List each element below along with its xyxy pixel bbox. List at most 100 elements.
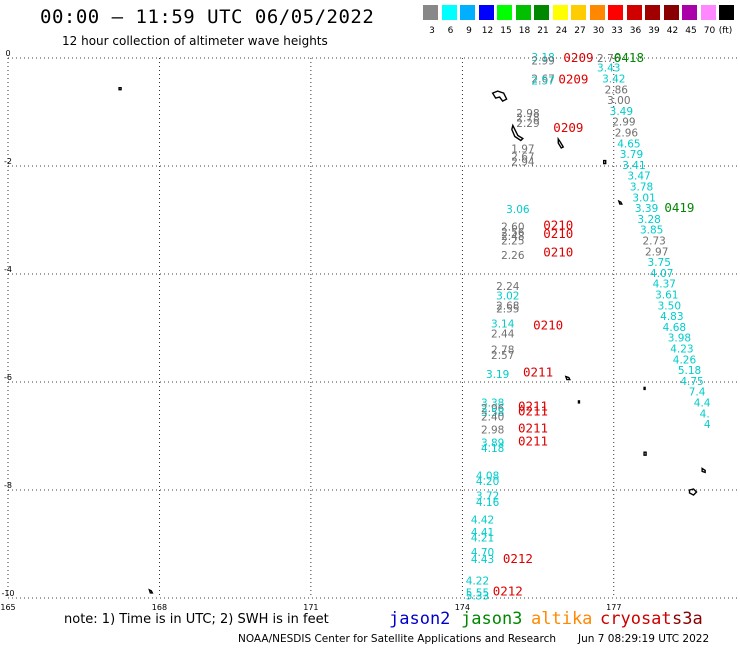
- wave-height-reading: 4.43: [471, 554, 494, 566]
- wave-height-reading: 2.67: [531, 74, 554, 86]
- wave-height-reading: 4.41: [471, 527, 494, 539]
- wave-height-reading: 4.: [700, 408, 710, 420]
- mission-jason3: jason3: [461, 609, 523, 629]
- pass-time-label: 0210: [543, 244, 573, 259]
- wave-height-reading: 2.97: [645, 246, 668, 258]
- wave-height-reading: 4.23: [670, 344, 693, 356]
- wave-height-reading: 2.73: [642, 236, 665, 248]
- wave-height-reading: 3.47: [627, 171, 650, 183]
- lon-tick-label: 171: [303, 603, 318, 612]
- pass-time-label: 0211: [518, 404, 548, 419]
- pass-time-label: 0212: [493, 584, 523, 599]
- pass-time-label: 0211: [518, 433, 548, 448]
- wave-height-reading: 7.4: [689, 387, 706, 399]
- credit-text: NOAA/NESDIS Center for Satellite Applica…: [238, 633, 556, 645]
- wave-height-reading: 3.72: [476, 490, 499, 502]
- legend-swatch: [645, 5, 660, 20]
- island-outline: [617, 199, 623, 205]
- pass-time-label: 0419: [664, 200, 694, 215]
- wave-height-reading: 3.19: [486, 369, 509, 381]
- mission-s3a: s3a: [672, 609, 703, 629]
- island-outline: [643, 451, 647, 456]
- wave-height-reading: 4.70: [471, 547, 494, 559]
- wave-height-reading: 2.76: [597, 53, 621, 65]
- wave-height-reading: 2.68: [496, 300, 519, 312]
- wave-height-reading: 4.26: [673, 354, 697, 366]
- wave-height-reading: 3.89: [481, 437, 504, 449]
- legend-label: 18: [518, 26, 531, 36]
- wave-height-reading: 3.49: [610, 106, 633, 118]
- wave-height-reading: 4.68: [663, 322, 686, 334]
- lat-tick-label: -4: [4, 265, 12, 274]
- legend-swatch: [534, 5, 549, 20]
- legend-label: 42: [666, 26, 679, 36]
- wave-height-reading: 2.60: [501, 221, 524, 233]
- pass-time-label: 0210: [543, 226, 573, 241]
- lat-tick-label: 0: [5, 49, 10, 58]
- pass-time-label: 0210: [533, 317, 563, 332]
- wave-height-reading: 2.40: [481, 412, 504, 424]
- legend-unit: (ft): [718, 26, 733, 36]
- legend-label: 30: [592, 26, 605, 36]
- island-outline: [643, 386, 646, 391]
- wave-height-reading: 3.41: [622, 160, 645, 172]
- wave-height-reading: 2.55: [496, 304, 519, 316]
- island-outline: [688, 488, 698, 496]
- wave-height-reading: 5.55: [466, 588, 489, 600]
- wave-height-reading: 4.22: [466, 576, 489, 588]
- wave-height-reading: 3.14: [491, 319, 515, 331]
- legend-swatch: [626, 5, 642, 20]
- page-subtitle: 12 hour collection of altimeter wave hei…: [62, 34, 328, 48]
- wave-height-reading: 2.24: [496, 281, 520, 293]
- wave-height-reading: 4: [704, 419, 711, 431]
- wave-height-reading: 2.94: [511, 157, 535, 169]
- lat-tick-label: -2: [4, 157, 12, 166]
- legend-swatch: [478, 5, 494, 20]
- pass-time-label: 0212: [503, 551, 533, 566]
- pass-time-label: 0210: [543, 217, 573, 232]
- wave-height-reading: 2.99: [612, 117, 635, 129]
- wave-height-reading: 3.39: [635, 203, 658, 215]
- legend-swatch: [423, 5, 438, 20]
- wave-height-reading: 3.75: [648, 257, 671, 269]
- wave-height-reading: 2.98: [481, 425, 504, 437]
- wave-height-reading: 4.65: [617, 138, 640, 150]
- wave-height-reading: 3.58: [481, 407, 504, 419]
- legend-label: 33: [611, 26, 623, 36]
- wave-height-reading: 5.18: [678, 365, 701, 377]
- wave-height-reading: 2.56: [501, 227, 525, 239]
- lat-tick-label: -6: [4, 373, 12, 382]
- footer-note: note: 1) Time is in UTC; 2) SWH is in fe…: [64, 612, 329, 627]
- island-outline: [118, 86, 122, 91]
- lat-tick-label: -10: [1, 589, 14, 598]
- wave-height-reading: 3.85: [640, 225, 663, 237]
- island-outline: [577, 400, 581, 404]
- wave-height-reading: 4.18: [481, 443, 504, 455]
- island-outline: [148, 588, 154, 594]
- wave-height-reading: 3.28: [637, 214, 660, 226]
- footer-credit: NOAA/NESDIS Center for Satellite Applica…: [238, 633, 709, 645]
- lon-tick-label: 174: [455, 603, 470, 612]
- wave-height-reading: 3.50: [658, 300, 681, 312]
- pass-time-label: 0209: [553, 120, 583, 135]
- pass-time-label: 0209: [558, 72, 588, 87]
- pass-time-label: 0211: [518, 420, 548, 435]
- lon-tick-label: 177: [606, 603, 621, 612]
- wave-height-reading: 2.57: [491, 350, 514, 362]
- wave-height-reading: 4.21: [471, 533, 494, 545]
- lon-tick-label: 165: [0, 603, 15, 612]
- legend-label: 39: [648, 26, 660, 36]
- wave-height-reading: 3.06: [506, 204, 530, 216]
- wave-height-reading: 3.18: [531, 52, 554, 64]
- legend-swatch: [552, 5, 568, 20]
- mission-altika: altika: [531, 609, 593, 629]
- mission-jason2: jason2: [389, 609, 451, 629]
- legend-swatch: [700, 5, 716, 20]
- wave-height-reading: 2.67: [511, 151, 534, 163]
- legend-label: 36: [629, 26, 642, 36]
- wave-height-reading: 4.42: [471, 515, 494, 527]
- legend-label: 70: [703, 26, 716, 36]
- pass-time-label: 0211: [518, 398, 548, 413]
- island-outline: [557, 136, 565, 149]
- wave-height-reading: 4.4: [694, 398, 711, 410]
